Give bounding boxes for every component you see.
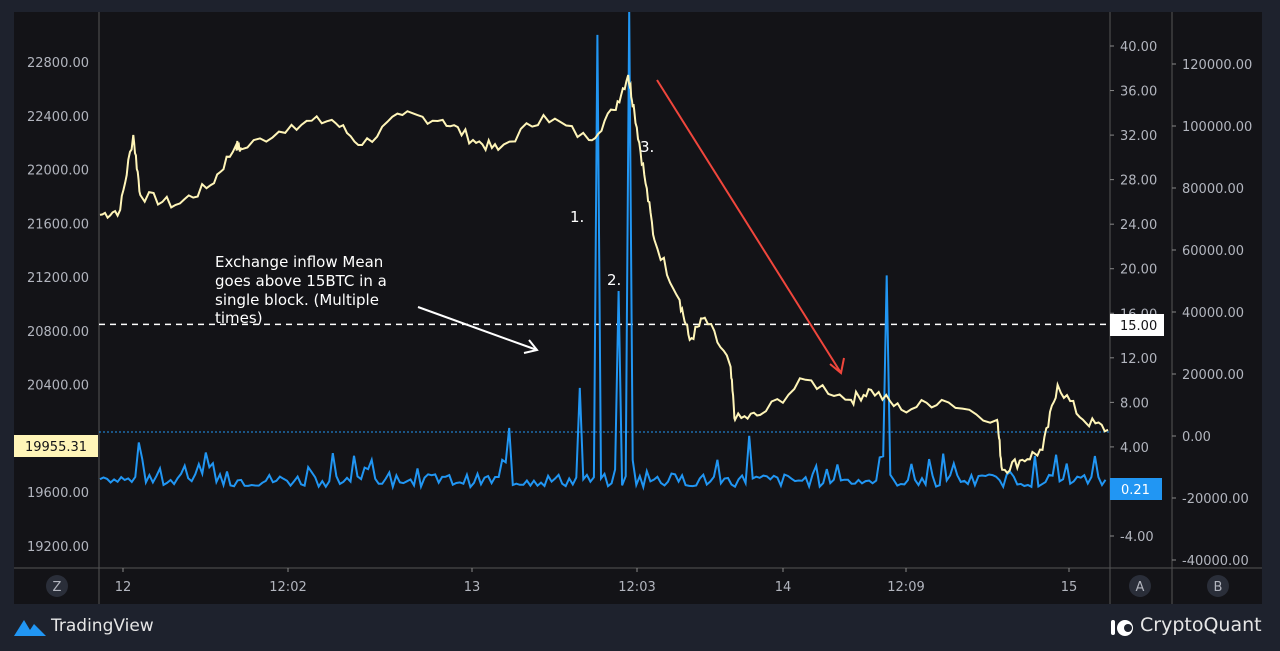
label-2: 2. bbox=[607, 271, 621, 289]
time-tick: 12:09 bbox=[887, 580, 924, 595]
price-tick: 22800.00 bbox=[27, 56, 89, 71]
third-tick: 100000.00 bbox=[1182, 120, 1252, 135]
note-line4: times) bbox=[215, 309, 263, 327]
inflow-last-text: 0.21 bbox=[1121, 483, 1150, 498]
price-tick: 21600.00 bbox=[27, 217, 89, 232]
chart-background bbox=[14, 12, 1262, 604]
time-tick: 12 bbox=[115, 580, 132, 595]
third-tick: 80000.00 bbox=[1182, 182, 1244, 197]
third-tick: 40000.00 bbox=[1182, 306, 1244, 321]
time-tick: 15 bbox=[1061, 580, 1078, 595]
inflow-tick: 24.00 bbox=[1120, 218, 1157, 233]
price-tick: 20800.00 bbox=[27, 325, 89, 340]
cryptoquant-logo-icon bbox=[1111, 620, 1133, 636]
third-tick: 0.00 bbox=[1182, 430, 1211, 445]
third-axis: 120000.00 100000.00 80000.00 60000.00 40000.… bbox=[1172, 58, 1252, 569]
red-arrow bbox=[656, 79, 842, 374]
third-tick: -20000.00 bbox=[1182, 492, 1249, 507]
a-button[interactable] bbox=[1129, 575, 1151, 597]
price-axis: 22800.00 22400.00 22000.00 21600.00 21200.00… bbox=[27, 56, 89, 555]
red-arrow-head bbox=[829, 357, 845, 375]
time-tick: 12:03 bbox=[618, 580, 655, 595]
white-arrow-head bbox=[523, 339, 539, 354]
inflow-axis: 40.0036.0032.0028.0024.0020.0016.0012.00… bbox=[1110, 40, 1157, 545]
inflow-series bbox=[99, 11, 1107, 491]
note-line2: goes above 15BTC in a bbox=[215, 272, 387, 290]
b-button[interactable] bbox=[1207, 575, 1229, 597]
third-tick: 60000.00 bbox=[1182, 244, 1244, 259]
b-button-label: B bbox=[1214, 580, 1223, 595]
z-button-label: Z bbox=[53, 580, 62, 595]
threshold-badge bbox=[1110, 314, 1164, 336]
third-tick: 120000.00 bbox=[1182, 58, 1252, 73]
price-last-text: 19955.31 bbox=[25, 440, 87, 455]
white-arrow bbox=[417, 306, 538, 351]
time-axis: 12 12:02 13 12:03 14 12:09 15 bbox=[115, 568, 1078, 595]
price-tick: 20400.00 bbox=[27, 379, 89, 394]
price-tick: 19200.00 bbox=[27, 540, 89, 555]
inflow-tick: 20.00 bbox=[1120, 263, 1157, 278]
note-line1: Exchange inflow Mean bbox=[215, 253, 383, 271]
inflow-tick: 32.00 bbox=[1120, 129, 1157, 144]
label-3: 3. bbox=[640, 138, 654, 156]
z-button[interactable] bbox=[46, 575, 68, 597]
inflow-tick: 36.00 bbox=[1120, 85, 1157, 100]
time-tick: 13 bbox=[464, 580, 481, 595]
a-button-label: A bbox=[1136, 580, 1145, 595]
inflow-tick: -4.00 bbox=[1120, 530, 1154, 545]
inflow-last-badge bbox=[1110, 478, 1162, 500]
price-tick: 19600.00 bbox=[27, 486, 89, 501]
note-line3: single block. (Multiple bbox=[215, 291, 379, 309]
price-tick: 22000.00 bbox=[27, 164, 89, 179]
inflow-tick: 28.00 bbox=[1120, 174, 1157, 189]
time-tick: 12:02 bbox=[269, 580, 306, 595]
third-tick: 20000.00 bbox=[1182, 368, 1244, 383]
inflow-tick: 40.00 bbox=[1120, 40, 1157, 55]
cryptoquant-brand[interactable]: CryptoQuant bbox=[1140, 614, 1262, 636]
tradingview-logo-icon bbox=[14, 620, 46, 636]
inflow-tick: 8.00 bbox=[1120, 396, 1149, 411]
price-series bbox=[99, 74, 1109, 475]
time-tick: 14 bbox=[775, 580, 792, 595]
price-last-badge bbox=[14, 435, 98, 457]
inflow-tick: 4.00 bbox=[1120, 441, 1149, 456]
price-tick: 22400.00 bbox=[27, 110, 89, 125]
tradingview-brand[interactable]: TradingView bbox=[51, 616, 154, 636]
label-1: 1. bbox=[570, 208, 584, 226]
third-tick: -40000.00 bbox=[1182, 554, 1249, 569]
inflow-tick: 12.00 bbox=[1120, 352, 1157, 367]
price-tick: 21200.00 bbox=[27, 271, 89, 286]
threshold-text: 15.00 bbox=[1120, 319, 1157, 334]
